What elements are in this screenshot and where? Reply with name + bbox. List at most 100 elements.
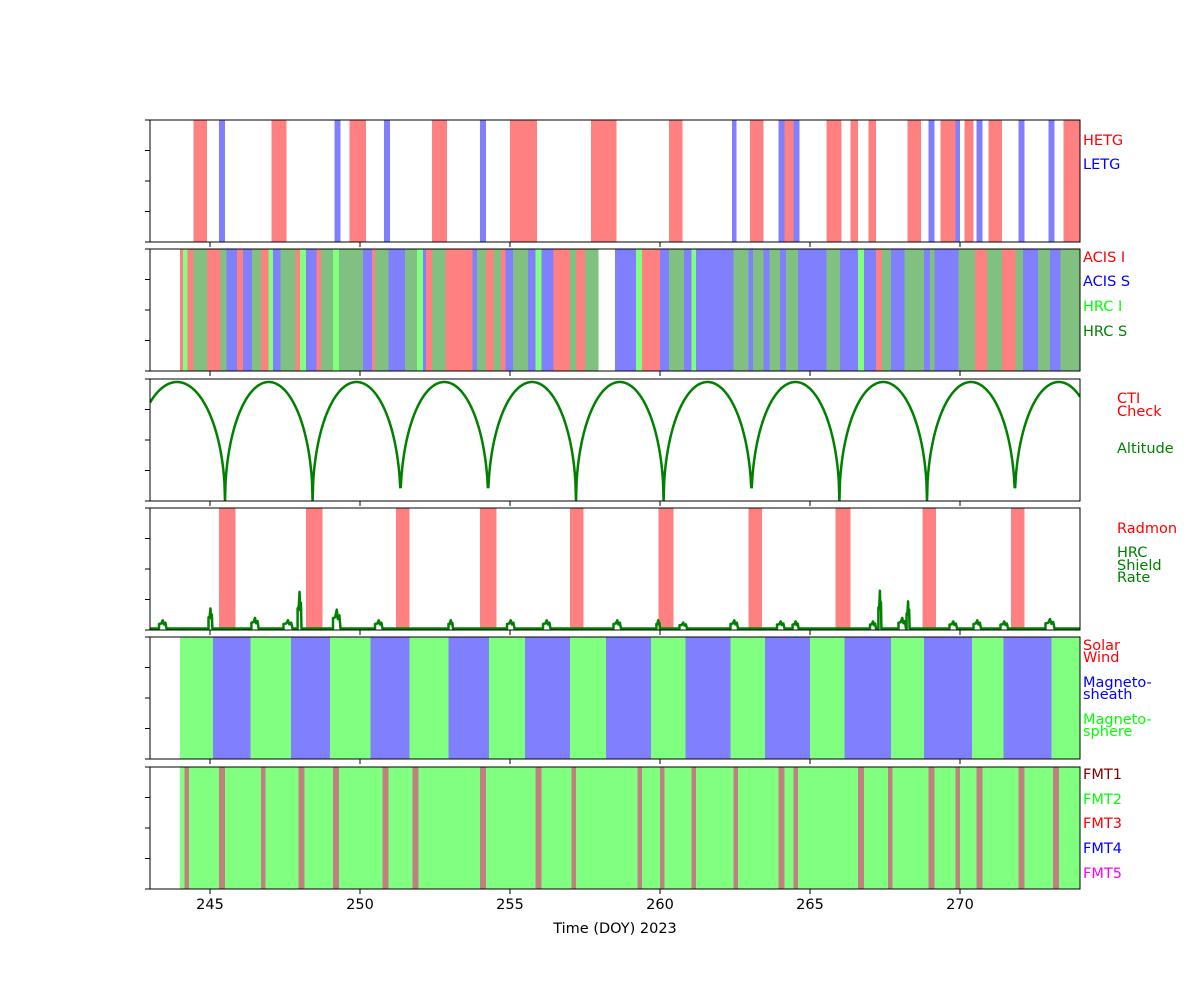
span-acis-s <box>472 249 477 371</box>
span-fmt1 <box>535 767 542 889</box>
legend-label: HRC S <box>1083 324 1127 340</box>
span-radmon <box>658 508 674 630</box>
span-letg <box>928 120 935 242</box>
span-hrc-s <box>375 249 389 371</box>
span-letg <box>778 120 785 242</box>
span-acis-i <box>501 249 506 371</box>
span-hrc-s <box>733 249 749 371</box>
span-letg <box>480 120 486 242</box>
span-radmon <box>396 508 410 630</box>
panel-content-region <box>180 637 1080 759</box>
span-hrc-i <box>535 249 542 371</box>
span-acis-s <box>763 249 770 371</box>
span-hrc-s <box>826 249 840 371</box>
span-fmt1 <box>660 767 665 889</box>
span-magneto-sphere <box>651 637 686 759</box>
span-acis-i <box>486 249 494 371</box>
span-fmt1 <box>793 767 798 889</box>
panel-format: FMT1 FMT2 FMT3 FMT4 FMT5 <box>145 766 1122 894</box>
span-magneto-sphere <box>409 637 449 759</box>
legend-label: Altitude <box>1117 441 1174 457</box>
span-magneto-sheath <box>606 637 651 759</box>
span-magneto-sphere <box>180 637 213 759</box>
legend-label: FMT5 <box>1083 866 1122 882</box>
legend-label: Check <box>1117 404 1162 420</box>
span-magneto-sheath <box>525 637 570 759</box>
span-magneto-sheath <box>370 637 410 759</box>
span-acis-i <box>576 249 585 371</box>
span-magneto-sphere <box>972 637 1004 759</box>
span-acis-s <box>748 249 753 371</box>
span-hrc-i <box>417 249 423 371</box>
span-acis-i <box>1002 249 1016 371</box>
legend-label: Magneto- <box>1083 712 1152 728</box>
span-hrc-s <box>930 249 935 371</box>
span-fmt1 <box>778 767 785 889</box>
span-acis-i <box>426 249 432 371</box>
span-magneto-sheath <box>765 637 810 759</box>
span-magneto-sphere <box>489 637 525 759</box>
x-tick-label: 245 <box>196 897 224 913</box>
span-acis-s <box>1050 249 1061 371</box>
span-acis-i <box>237 249 243 371</box>
span-hrc-i <box>858 249 864 371</box>
span-magneto-sheath <box>924 637 972 759</box>
span-hrc-i <box>268 249 273 371</box>
legend-label: CTI <box>1117 391 1140 407</box>
panel-content-grating <box>193 120 1080 242</box>
span-acis-i <box>876 249 882 371</box>
span-hrc-s <box>987 249 1002 371</box>
legend-label: HETG <box>1083 133 1123 149</box>
span-letg <box>976 120 983 242</box>
span-acis-s <box>306 249 317 371</box>
span-radmon <box>748 508 762 630</box>
legend-label: Magneto- <box>1083 675 1152 691</box>
span-acis-s <box>541 249 554 371</box>
span-acis-i <box>975 249 987 371</box>
span-hrc-s <box>432 249 446 371</box>
span-letg <box>793 120 800 242</box>
x-axis-label: Time (DOY) 2023 <box>552 921 677 937</box>
span-fmt1 <box>637 767 642 889</box>
span-hetg <box>271 120 287 242</box>
span-acis-i <box>316 249 321 371</box>
span-magneto-sphere <box>330 637 371 759</box>
span-hrc-s <box>252 249 261 371</box>
span-magneto-sphere <box>730 637 765 759</box>
span-fmt1 <box>691 767 696 889</box>
span-hrc-i <box>333 249 339 371</box>
span-fmt1 <box>888 767 893 889</box>
span-magneto-sheath <box>291 637 330 759</box>
span-fmt1 <box>219 767 225 889</box>
span-acis-i <box>372 249 375 371</box>
legend-label: HRC <box>1117 545 1147 561</box>
span-acis-s <box>696 249 734 371</box>
span-hetg <box>591 120 617 242</box>
span-hetg <box>940 120 956 242</box>
span-magneto-sheath <box>685 637 731 759</box>
span-acis-i <box>445 249 473 371</box>
span-hrc-i <box>636 249 642 371</box>
span-hetg <box>826 120 842 242</box>
span-radmon <box>306 508 323 630</box>
span-acis-i <box>642 249 660 371</box>
span-acis-i <box>295 249 300 371</box>
span-hrc-s <box>220 249 227 371</box>
span-acis-i <box>187 249 194 371</box>
span-magneto-sheath <box>844 637 891 759</box>
span-hrc-s <box>477 249 486 371</box>
span-letg <box>384 120 390 242</box>
x-axis: 245 250 255 260 265 270 <box>196 897 974 913</box>
span-hrc-s <box>882 249 891 371</box>
span-letg <box>1048 120 1055 242</box>
legend-label: HRC I <box>1083 299 1122 315</box>
span-fmt1 <box>412 767 419 889</box>
span-acis-s <box>840 249 858 371</box>
span-fmt1 <box>928 767 935 889</box>
legend-label: Solar <box>1083 638 1120 654</box>
span-hetg <box>784 120 794 242</box>
span-hrc-s <box>753 249 764 371</box>
span-hetg <box>193 120 207 242</box>
span-fmt1 <box>298 767 305 889</box>
